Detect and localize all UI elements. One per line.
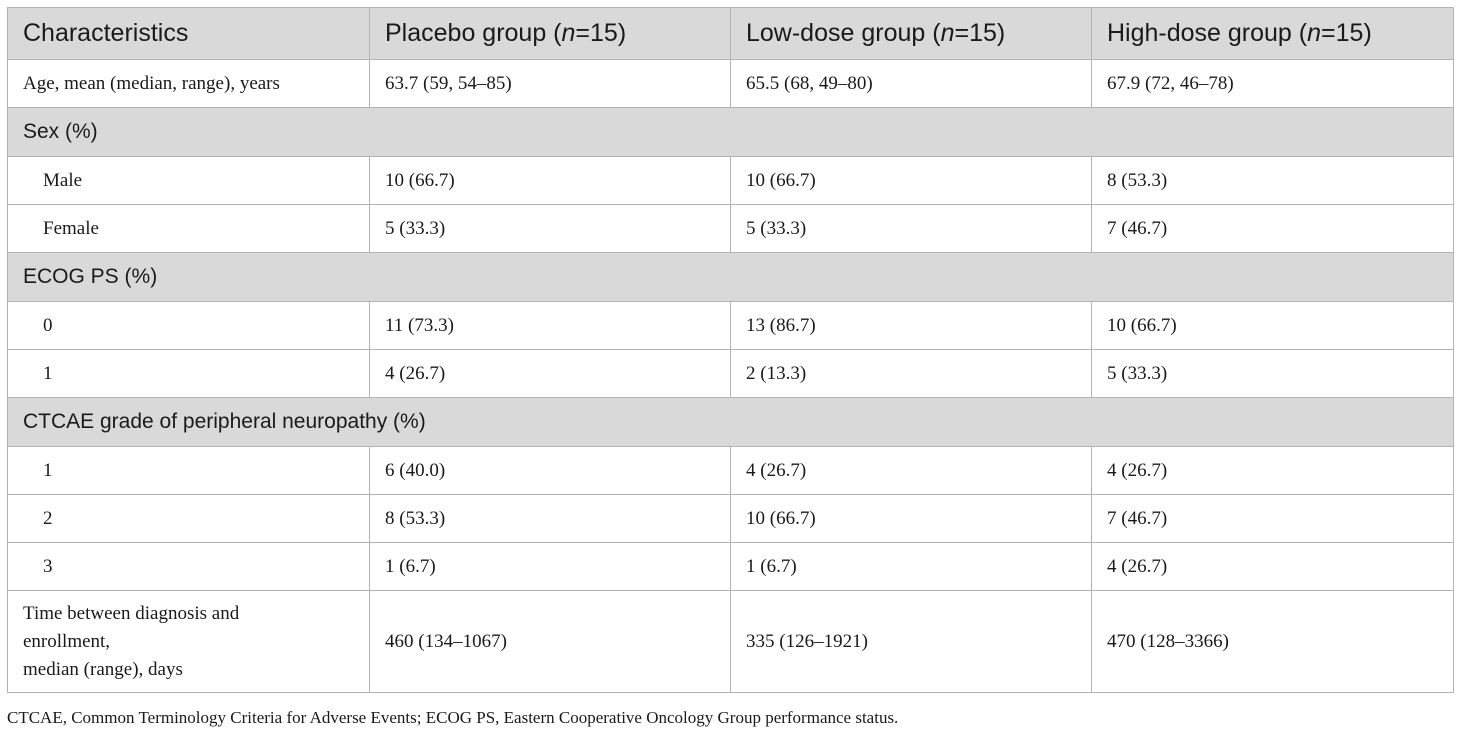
section-label: CTCAE grade of peripheral neuropathy (%) [7,397,1454,447]
row-label: 1 [7,349,370,398]
cell-high-dose: 8 (53.3) [1091,156,1454,205]
cell-low-dose: 1 (6.7) [730,542,1092,591]
table-row-time: Time between diagnosis and enrollment, m… [7,590,1454,693]
cell-low-dose: 335 (126–1921) [730,590,1092,693]
table-footnote: CTCAE, Common Terminology Criteria for A… [7,708,899,727]
row-label: Male [7,156,370,205]
cell-low-dose: 10 (66.7) [730,494,1092,543]
cell-placebo: 11 (73.3) [369,301,731,350]
cell-high-dose: 7 (46.7) [1091,494,1454,543]
row-label: 2 [7,494,370,543]
section-row-ecog: ECOG PS (%) [7,252,1454,302]
table-row-grade-1: 1 6 (40.0) 4 (26.7) 4 (26.7) [7,446,1454,495]
cell-placebo: 8 (53.3) [369,494,731,543]
cell-high-dose: 4 (26.7) [1091,446,1454,495]
table-row-ecog-0: 0 11 (73.3) 13 (86.7) 10 (66.7) [7,301,1454,350]
row-label: 1 [7,446,370,495]
cell-low-dose: 65.5 (68, 49–80) [730,59,1092,108]
cell-placebo: 5 (33.3) [369,204,731,253]
header-placebo-group: Placebo group (n=15) [369,7,731,60]
table-row-grade-3: 3 1 (6.7) 1 (6.7) 4 (26.7) [7,542,1454,591]
row-label: Female [7,204,370,253]
section-row-ctcae: CTCAE grade of peripheral neuropathy (%) [7,397,1454,447]
cell-low-dose: 4 (26.7) [730,446,1092,495]
cell-low-dose: 13 (86.7) [730,301,1092,350]
cell-high-dose: 7 (46.7) [1091,204,1454,253]
row-label: Age, mean (median, range), years [7,59,370,108]
header-low-dose-group: Low-dose group (n=15) [730,7,1092,60]
cell-placebo: 6 (40.0) [369,446,731,495]
cell-low-dose: 10 (66.7) [730,156,1092,205]
table-row-male: Male 10 (66.7) 10 (66.7) 8 (53.3) [7,156,1454,205]
cell-high-dose: 67.9 (72, 46–78) [1091,59,1454,108]
row-label: 3 [7,542,370,591]
cell-low-dose: 2 (13.3) [730,349,1092,398]
cell-placebo: 1 (6.7) [369,542,731,591]
cell-placebo: 10 (66.7) [369,156,731,205]
cell-placebo: 460 (134–1067) [369,590,731,693]
cell-high-dose: 10 (66.7) [1091,301,1454,350]
row-label: 0 [7,301,370,350]
header-characteristics: Characteristics [7,7,370,60]
cell-high-dose: 470 (128–3366) [1091,590,1454,693]
cell-placebo: 63.7 (59, 54–85) [369,59,731,108]
table-row-female: Female 5 (33.3) 5 (33.3) 7 (46.7) [7,204,1454,253]
cell-low-dose: 5 (33.3) [730,204,1092,253]
table-row-ecog-1: 1 4 (26.7) 2 (13.3) 5 (33.3) [7,349,1454,398]
section-label: Sex (%) [7,107,1454,157]
section-label: ECOG PS (%) [7,252,1454,302]
cell-high-dose: 5 (33.3) [1091,349,1454,398]
header-high-dose-group: High-dose group (n=15) [1091,7,1454,60]
table-row-age: Age, mean (median, range), years 63.7 (5… [7,59,1454,108]
header-row: Characteristics Placebo group (n=15) Low… [7,7,1454,60]
row-label: Time between diagnosis and enrollment, m… [7,590,370,693]
cell-high-dose: 4 (26.7) [1091,542,1454,591]
cell-placebo: 4 (26.7) [369,349,731,398]
table-row-grade-2: 2 8 (53.3) 10 (66.7) 7 (46.7) [7,494,1454,543]
characteristics-table: Characteristics Placebo group (n=15) Low… [7,7,1454,693]
section-row-sex: Sex (%) [7,107,1454,157]
